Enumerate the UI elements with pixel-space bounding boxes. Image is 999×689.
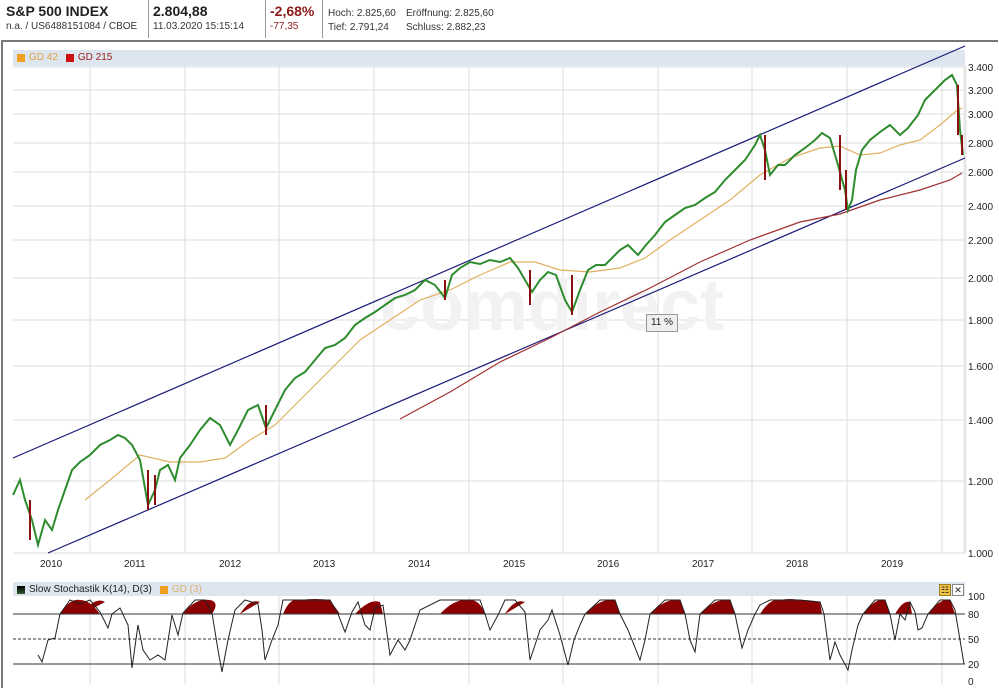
change-percent: -2,68% [270,3,315,19]
svg-text:1.800: 1.800 [968,316,993,327]
svg-text:2013: 2013 [313,559,336,570]
svg-text:2016: 2016 [597,559,620,570]
gd42-line [84,107,963,501]
svg-text:1.600: 1.600 [968,362,993,373]
chart-frame [1,40,998,688]
settings-icon[interactable]: ☷ [939,584,951,596]
vertical-gridlines [89,66,943,553]
svg-text:50: 50 [968,635,980,646]
svg-text:2.600: 2.600 [968,168,993,179]
gd42-label[interactable]: GD 42 [29,52,58,63]
stoch-legend: Slow Stochastik K(14), D(3) GD (3) [17,584,202,595]
horizontal-gridlines [13,66,965,554]
close-value: Schluss: 2.882,23 [406,22,486,33]
main-legend: GD 42 GD 215 [17,52,112,63]
instrument-id: n.a. / US6488151084 / CBOE [6,21,138,32]
stoch-label[interactable]: Slow Stochastik K(14), D(3) [29,584,152,595]
svg-text:3.200: 3.200 [968,86,993,97]
svg-text:2014: 2014 [408,559,431,570]
gd215-label[interactable]: GD 215 [77,52,113,63]
svg-text:2012: 2012 [219,559,242,570]
close-icon[interactable]: ✕ [952,584,964,596]
y-axis-labels: 3.400 3.200 3.000 2.800 2.600 2.400 2.200 2.… [968,63,993,560]
svg-text:2018: 2018 [786,559,809,570]
gd215-line [399,172,963,420]
gd3-label[interactable]: GD (3) [171,584,202,595]
legend-bar [13,50,965,66]
instrument-title: S&P 500 INDEX [6,3,109,19]
stoch-y-labels: 100 80 50 20 0 [968,592,985,688]
svg-text:2019: 2019 [881,559,904,570]
svg-text:2017: 2017 [692,559,715,570]
svg-text:1.000: 1.000 [968,549,993,560]
price-cell: 2.804,88 11.03.2020 15:15:14 [148,0,266,38]
gd42-swatch [17,53,25,62]
upper-channel-line [12,45,966,459]
svg-text:2010: 2010 [40,559,63,570]
svg-text:0: 0 [968,677,974,688]
quote-header: S&P 500 INDEX n.a. / US6488151084 / CBOE… [0,0,999,40]
x-axis-labels: 2010 2011 2012 2013 2014 2015 2016 2017 2018… [40,559,904,570]
down-candles [29,85,963,540]
stoch-swatch [17,585,25,594]
channel-percent-badge: 11 % [646,314,678,332]
svg-text:80: 80 [968,610,980,621]
high-value: Hoch: 2.825,60 [328,8,396,19]
stoch-k-line [37,599,965,673]
quote-datetime: 11.03.2020 15:15:14 [153,21,245,32]
gd3-swatch [159,585,168,594]
change-absolute: -77,35 [270,21,299,32]
open-value: Eröffnung: 2.825,60 [406,8,494,19]
last-price: 2.804,88 [153,3,208,19]
svg-text:3.000: 3.000 [968,110,993,121]
svg-text:2.400: 2.400 [968,202,993,213]
low-value: Tief: 2.791,24 [328,22,389,33]
svg-text:3.400: 3.400 [968,63,993,74]
stoch-legend-bar [13,582,965,596]
lower-channel-line [47,157,966,554]
svg-text:100: 100 [968,592,985,603]
svg-text:1.200: 1.200 [968,477,993,488]
stoch-overbought-fill [60,599,955,614]
svg-text:2015: 2015 [503,559,526,570]
gd215-swatch [65,53,74,62]
instrument-cell: S&P 500 INDEX n.a. / US6488151084 / CBOE [0,0,149,38]
svg-text:2.800: 2.800 [968,139,993,150]
svg-text:1.400: 1.400 [968,416,993,427]
svg-text:20: 20 [968,660,980,671]
svg-text:2.200: 2.200 [968,236,993,247]
watermark-text: comdirect [380,266,724,346]
change-cell: -2,68% -77,35 [265,0,323,38]
svg-text:2011: 2011 [124,559,146,570]
svg-text:2.000: 2.000 [968,274,993,285]
